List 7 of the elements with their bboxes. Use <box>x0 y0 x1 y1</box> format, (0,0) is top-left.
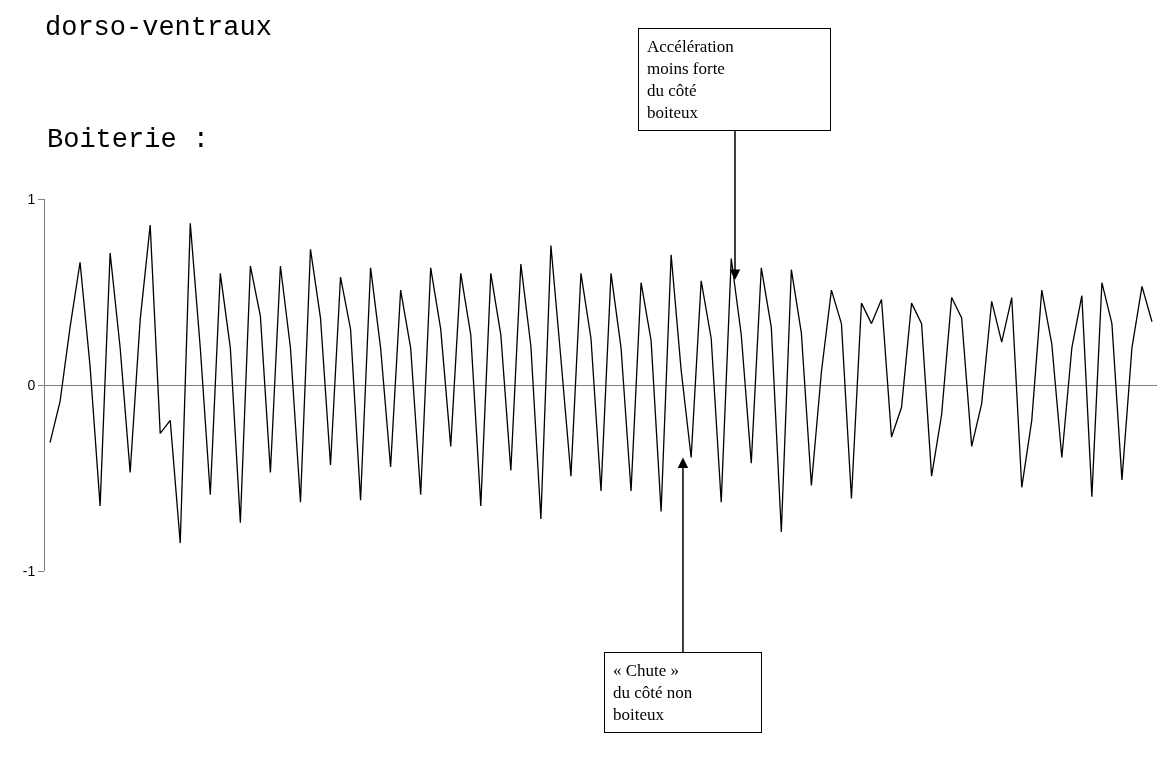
y-tick-label: 0 <box>27 376 36 393</box>
chart-title: dorso-ventraux <box>45 13 272 44</box>
text: Accélération moins forte du côté boiteux <box>647 37 735 123</box>
chart-subtitle: Boiterie : <box>47 125 210 155</box>
text: « Chute » du côté non boiteux <box>613 661 693 725</box>
y-tick-label: -1 <box>22 562 36 579</box>
y-tick-label: 1 <box>27 190 36 207</box>
